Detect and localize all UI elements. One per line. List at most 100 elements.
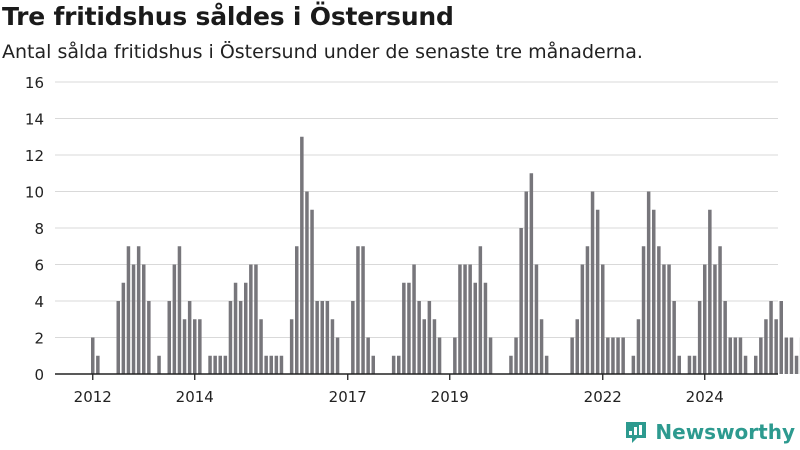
bar bbox=[228, 301, 233, 374]
bar bbox=[96, 355, 100, 374]
x-tick-label: 2012 bbox=[74, 388, 112, 406]
y-tick-label: 10 bbox=[25, 184, 44, 202]
bar bbox=[142, 264, 146, 374]
y-tick-label: 8 bbox=[34, 220, 44, 238]
bar bbox=[182, 319, 187, 374]
bar bbox=[575, 319, 579, 374]
bar bbox=[147, 301, 151, 374]
bar bbox=[468, 264, 472, 374]
bar bbox=[361, 246, 365, 374]
bar bbox=[335, 337, 340, 374]
bar bbox=[539, 319, 544, 374]
bar bbox=[417, 301, 421, 374]
bar bbox=[636, 319, 641, 374]
x-tick-label: 2024 bbox=[686, 388, 724, 406]
bar bbox=[213, 355, 217, 374]
bar bbox=[126, 246, 131, 374]
bar bbox=[774, 319, 778, 374]
y-tick-label: 16 bbox=[25, 74, 44, 92]
bar bbox=[764, 319, 768, 374]
bar bbox=[458, 264, 462, 374]
bar bbox=[641, 246, 646, 374]
x-tick-label: 2017 bbox=[329, 388, 367, 406]
bar bbox=[325, 301, 330, 374]
bar bbox=[483, 282, 488, 374]
bar bbox=[244, 282, 248, 374]
bar bbox=[264, 355, 268, 374]
bar bbox=[692, 355, 697, 374]
x-tick-label: 2014 bbox=[176, 388, 214, 406]
bar bbox=[794, 355, 799, 374]
bar bbox=[784, 337, 789, 374]
bar bbox=[91, 337, 95, 374]
bar bbox=[713, 264, 717, 374]
bar bbox=[652, 209, 656, 374]
bar bbox=[259, 319, 263, 374]
chart-subtitle: Antal sålda fritidshus i Östersund under… bbox=[2, 41, 643, 63]
bar bbox=[631, 355, 636, 374]
bar bbox=[646, 191, 651, 374]
bar bbox=[269, 355, 273, 374]
chart-title: Tre fritidshus såldes i Östersund bbox=[2, 2, 454, 31]
bar bbox=[402, 282, 406, 374]
bar bbox=[667, 264, 671, 374]
bar bbox=[723, 301, 727, 374]
bar bbox=[473, 282, 477, 374]
bar bbox=[585, 246, 590, 374]
bar bbox=[611, 337, 615, 374]
bar bbox=[728, 337, 732, 374]
bar bbox=[371, 355, 375, 374]
y-tick-label: 12 bbox=[25, 147, 44, 165]
bar bbox=[177, 246, 182, 374]
bar bbox=[279, 355, 284, 374]
bar bbox=[432, 319, 437, 374]
bar bbox=[238, 301, 243, 374]
bar bbox=[601, 264, 605, 374]
bar bbox=[580, 264, 585, 374]
bar bbox=[274, 355, 279, 374]
bar bbox=[356, 246, 360, 374]
bar bbox=[488, 337, 493, 374]
bar bbox=[759, 337, 763, 374]
y-tick-label: 4 bbox=[34, 293, 44, 311]
x-tick-label: 2019 bbox=[431, 388, 469, 406]
bar bbox=[218, 355, 222, 374]
bar bbox=[754, 355, 758, 374]
bar bbox=[621, 337, 625, 374]
bar bbox=[519, 228, 523, 374]
bar bbox=[391, 355, 396, 374]
bar bbox=[310, 209, 314, 374]
bar bbox=[718, 246, 722, 374]
bar bbox=[121, 282, 126, 374]
bar bbox=[193, 319, 197, 374]
bar bbox=[534, 264, 539, 374]
y-tick-label: 2 bbox=[34, 330, 44, 348]
bar bbox=[657, 246, 661, 374]
bar bbox=[524, 191, 528, 374]
bar bbox=[157, 355, 161, 374]
bar bbox=[254, 264, 258, 374]
bar bbox=[509, 355, 513, 374]
bar bbox=[233, 282, 238, 374]
bar bbox=[529, 173, 534, 374]
bar bbox=[131, 264, 136, 374]
newsworthy-brand[interactable]: Newsworthy bbox=[624, 417, 795, 447]
bar bbox=[738, 337, 743, 374]
bar bbox=[453, 337, 457, 374]
y-tick-label: 6 bbox=[34, 257, 44, 275]
bar bbox=[315, 301, 319, 374]
bar bbox=[289, 319, 294, 374]
bar bbox=[703, 264, 707, 374]
bar bbox=[595, 209, 600, 374]
bar bbox=[167, 301, 171, 374]
y-tick-label: 14 bbox=[25, 111, 44, 129]
newsworthy-logo-icon bbox=[626, 422, 647, 443]
bar bbox=[320, 301, 324, 374]
bar bbox=[136, 246, 141, 374]
bar bbox=[672, 301, 676, 374]
bar bbox=[397, 355, 401, 374]
bar bbox=[208, 355, 212, 374]
bar bbox=[407, 282, 411, 374]
bar bbox=[422, 319, 426, 374]
